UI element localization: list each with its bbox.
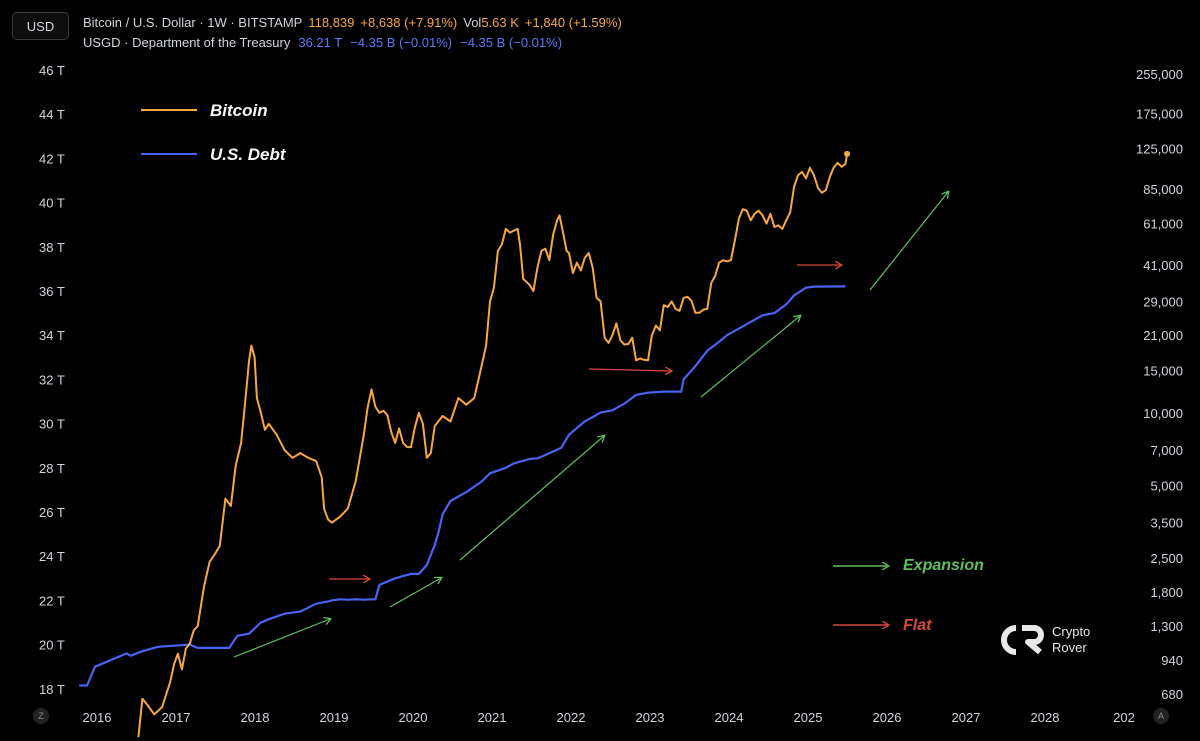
left-tick-label: 20 T xyxy=(39,638,65,653)
x-tick-label: 2022 xyxy=(557,710,586,725)
chart-legend: Bitcoin U.S. Debt xyxy=(141,101,287,164)
crypto-rover-brand: Crypto Rover xyxy=(1000,624,1090,656)
left-tick-label: 40 T xyxy=(39,196,65,211)
debt-symbol: USGD · Department of the Treasury xyxy=(83,35,291,50)
left-tick-label: 34 T xyxy=(39,328,65,343)
auto-scale-z-button[interactable]: Z xyxy=(33,708,49,724)
auto-scale-a-button[interactable]: A xyxy=(1153,708,1169,724)
right-tick-label: 3,500 xyxy=(1150,516,1183,531)
x-tick-label: 2019 xyxy=(320,710,349,725)
x-axis: 2016 2017 2018 2019 2020 2021 2022 2023 2024 2025… xyxy=(83,710,1135,725)
left-tick-label: 30 T xyxy=(39,417,65,432)
crypto-rover-logo-icon xyxy=(1001,625,1044,655)
expansion-arrow xyxy=(700,316,800,398)
right-tick-label: 175,000 xyxy=(1136,106,1183,121)
right-tick-label: 680 xyxy=(1161,687,1183,702)
x-tick-label: 2018 xyxy=(241,710,270,725)
x-tick-label: 202 xyxy=(1113,710,1135,725)
legend-label-us-debt: U.S. Debt xyxy=(210,145,287,164)
x-tick-label: 2026 xyxy=(873,710,902,725)
right-tick-label: 10,000 xyxy=(1143,406,1183,421)
series-line-bitcoin xyxy=(137,153,849,738)
key-expansion-label: Expansion xyxy=(903,557,984,574)
right-tick-label: 41,000 xyxy=(1143,258,1183,273)
x-tick-label: 2016 xyxy=(83,710,112,725)
btc-symbol: Bitcoin / U.S. Dollar · 1W · BITSTAMP xyxy=(83,15,303,30)
left-tick-label: 28 T xyxy=(39,461,65,476)
arrow-key: Expansion Flat xyxy=(833,557,984,634)
left-tick-label: 42 T xyxy=(39,151,65,166)
brand-name-line2: Rover xyxy=(1052,640,1087,655)
btc-price: 118,839 xyxy=(308,15,355,30)
x-tick-label: 2024 xyxy=(715,710,744,725)
vol-label: Vol xyxy=(463,15,482,30)
btc-legend-line: Bitcoin / U.S. Dollar · 1W · BITSTAMP 118… xyxy=(83,15,628,30)
left-tick-label: 46 T xyxy=(39,63,65,78)
debt-change-1: −4.35 B (−0.01%) xyxy=(350,35,453,50)
debt-value: 36.21 T xyxy=(298,35,343,50)
vol-change: +1,840 (+1.59%) xyxy=(524,15,622,30)
series-line-us-debt xyxy=(79,285,846,687)
right-tick-label: 15,000 xyxy=(1143,363,1183,378)
right-tick-label: 1,300 xyxy=(1150,619,1183,634)
x-tick-label: 2027 xyxy=(952,710,981,725)
legend-label-bitcoin: Bitcoin xyxy=(210,101,268,120)
vol-value: 5.63 K xyxy=(481,15,519,30)
currency-button[interactable]: USD xyxy=(12,12,69,40)
right-tick-label: 21,000 xyxy=(1143,328,1183,343)
left-tick-label: 38 T xyxy=(39,240,65,255)
x-tick-label: 2025 xyxy=(794,710,823,725)
x-tick-label: 2017 xyxy=(162,710,191,725)
right-axis: 255,000 175,000 125,000 85,000 61,000 41,000 2… xyxy=(1136,67,1183,702)
right-tick-label: 7,000 xyxy=(1150,443,1183,458)
right-tick-label: 940 xyxy=(1161,653,1183,668)
left-tick-label: 32 T xyxy=(39,372,65,387)
right-tick-label: 1,800 xyxy=(1150,585,1183,600)
left-axis: 46 T 44 T 42 T 40 T 38 T 36 T 34 T 32 T 30 T 28 T… xyxy=(39,63,65,697)
right-tick-label: 125,000 xyxy=(1136,142,1183,157)
left-tick-label: 44 T xyxy=(39,107,65,122)
right-tick-label: 2,500 xyxy=(1150,551,1183,566)
debt-change-2: −4.35 B (−0.01%) xyxy=(460,35,563,50)
expansion-arrow xyxy=(459,436,604,561)
right-tick-label: 29,000 xyxy=(1143,294,1183,309)
debt-legend-line: USGD · Department of the Treasury 36.21 T… xyxy=(83,35,570,50)
right-tick-label: 255,000 xyxy=(1136,67,1183,82)
left-tick-label: 18 T xyxy=(39,682,65,697)
right-tick-label: 61,000 xyxy=(1143,217,1183,232)
left-tick-label: 24 T xyxy=(39,549,65,564)
key-flat-label: Flat xyxy=(903,617,932,634)
left-tick-label: 36 T xyxy=(39,284,65,299)
expansion-arrow xyxy=(233,619,330,658)
x-tick-label: 2023 xyxy=(636,710,665,725)
expansion-arrow xyxy=(869,192,948,291)
btc-change: +8,638 (+7.91%) xyxy=(360,15,458,30)
brand-name-line1: Crypto xyxy=(1052,624,1091,639)
btc-last-point xyxy=(844,150,851,157)
left-tick-label: 22 T xyxy=(39,593,65,608)
right-tick-label: 5,000 xyxy=(1150,478,1183,493)
x-tick-label: 2028 xyxy=(1031,710,1060,725)
expansion-arrow xyxy=(389,578,441,608)
annotation-arrows xyxy=(233,192,948,658)
x-tick-label: 2020 xyxy=(399,710,428,725)
x-tick-label: 2021 xyxy=(478,710,507,725)
right-tick-label: 85,000 xyxy=(1143,182,1183,197)
flat-arrow xyxy=(588,369,671,371)
left-tick-label: 26 T xyxy=(39,505,65,520)
